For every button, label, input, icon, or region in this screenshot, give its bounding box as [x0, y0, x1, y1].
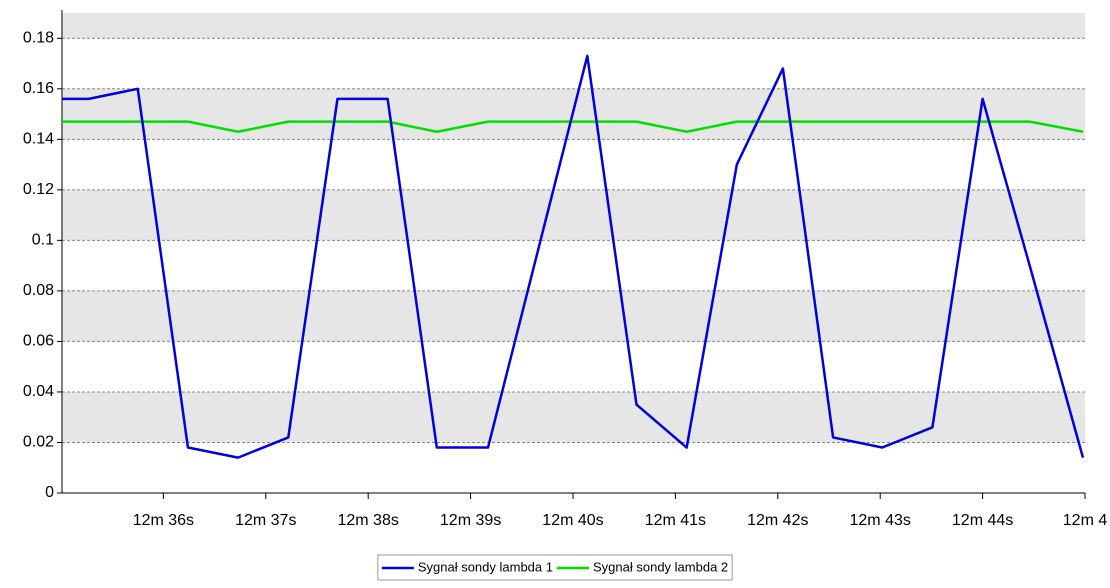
y-tick-label: 0.04	[23, 383, 54, 400]
series-line	[62, 54, 1085, 459]
legend-label: Sygnał sondy lambda 2	[593, 559, 728, 574]
legend-label: Sygnał sondy lambda 1	[418, 559, 553, 574]
y-tick-label: 0.08	[23, 282, 54, 299]
y-tick-label: 0.1	[32, 232, 54, 249]
x-tick-label: 12m 38s	[337, 512, 398, 529]
x-tick-label: 12m 4	[1063, 512, 1108, 529]
y-tick-label: 0.12	[23, 181, 54, 198]
x-tick-label: 12m 37s	[235, 512, 296, 529]
x-tick-label: 12m 43s	[850, 512, 911, 529]
grid-band	[62, 13, 1085, 39]
y-tick-label: 0.16	[23, 80, 54, 97]
x-tick-label: 12m 40s	[542, 512, 603, 529]
grid-band	[62, 391, 1085, 443]
x-tick-label: 12m 42s	[747, 512, 808, 529]
y-tick-label: 0.14	[23, 131, 54, 148]
x-tick-label: 12m 36s	[133, 512, 194, 529]
x-tick-label: 12m 41s	[645, 512, 706, 529]
x-tick-label: 12m 39s	[440, 512, 501, 529]
x-tick-label: 12m 44s	[952, 512, 1013, 529]
y-tick-label: 0	[45, 484, 54, 501]
grid-band	[62, 290, 1085, 342]
y-tick-label: 0.02	[23, 434, 54, 451]
series-line	[62, 120, 1084, 133]
y-tick-label: 0.18	[23, 29, 54, 46]
legend: Sygnał sondy lambda 1 Sygnał sondy lambda…	[377, 554, 733, 581]
legend-box	[377, 554, 733, 581]
grid-band	[62, 189, 1085, 241]
y-tick-label: 0.06	[23, 333, 54, 350]
